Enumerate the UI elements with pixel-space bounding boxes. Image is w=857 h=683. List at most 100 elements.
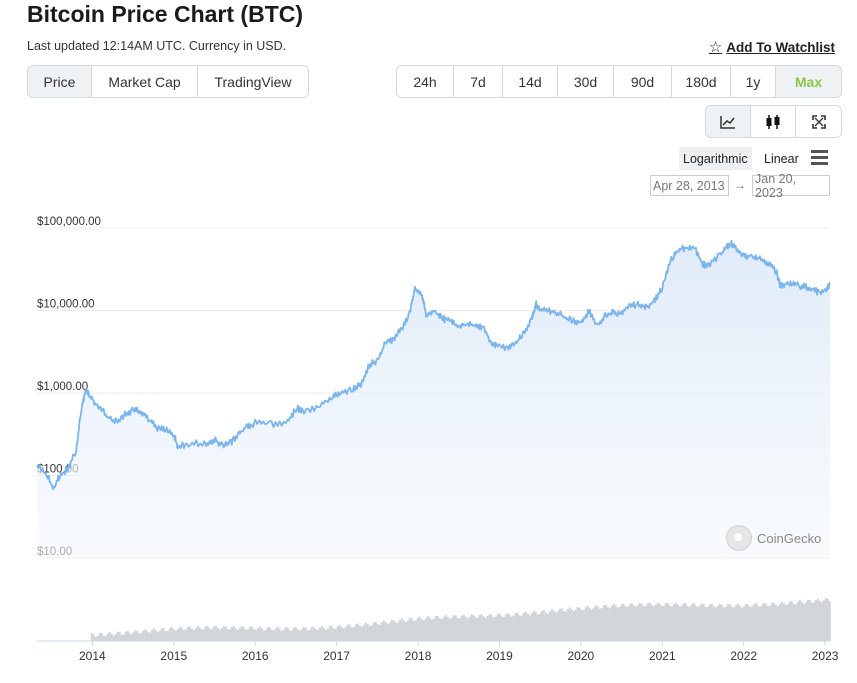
volume-bar xyxy=(136,631,139,641)
date-from-input[interactable]: Apr 28, 2013 xyxy=(650,175,729,196)
date-to-input[interactable]: Jan 20, 2023 xyxy=(752,172,830,200)
volume-bar xyxy=(122,634,125,641)
volume-bar xyxy=(514,612,517,641)
volume-bar xyxy=(370,625,373,641)
range-max[interactable]: Max xyxy=(776,66,841,97)
line-chart-icon[interactable] xyxy=(706,106,751,137)
range-1y[interactable]: 1y xyxy=(731,66,776,97)
volume-bar xyxy=(518,615,521,641)
hamburger-menu-icon[interactable] xyxy=(811,150,828,168)
volume-bar xyxy=(466,618,469,641)
volume-bar xyxy=(708,604,711,641)
x-tick-label: 2022 xyxy=(730,649,757,663)
volume-bar xyxy=(398,619,401,641)
volume-bar xyxy=(820,602,823,641)
range-14d[interactable]: 14d xyxy=(503,66,558,97)
fullscreen-icon[interactable] xyxy=(796,106,841,137)
volume-bar xyxy=(604,604,607,641)
volume-bar xyxy=(292,627,295,641)
volume-bar xyxy=(98,632,101,641)
volume-bar xyxy=(422,620,425,641)
volume-bar xyxy=(722,607,725,641)
add-to-watchlist-button[interactable]: ☆ Add To Watchlist xyxy=(709,38,835,56)
volume-bar xyxy=(344,626,347,641)
volume-bar xyxy=(742,606,745,641)
volume-bar xyxy=(462,614,465,641)
volume-bar xyxy=(460,615,463,641)
volume-bar xyxy=(148,632,151,641)
volume-bar xyxy=(800,601,803,641)
volume-bar xyxy=(146,631,149,641)
candlestick-icon[interactable] xyxy=(751,106,796,137)
volume-bar xyxy=(284,627,287,641)
range-180d[interactable]: 180d xyxy=(672,66,731,97)
volume-bar xyxy=(406,620,409,641)
volume-bar xyxy=(794,604,797,641)
volume-bar xyxy=(332,628,335,641)
volume-bar xyxy=(118,632,121,641)
volume-bar xyxy=(326,628,329,641)
volume-bar xyxy=(528,615,531,641)
volume-bar xyxy=(182,629,185,641)
linear-scale-button[interactable]: Linear xyxy=(764,151,799,166)
volume-bar xyxy=(306,630,309,641)
volume-bar xyxy=(246,629,249,641)
volume-bar xyxy=(342,628,345,641)
volume-bar xyxy=(404,621,407,641)
volume-bar xyxy=(504,614,507,641)
volume-bar xyxy=(262,630,265,641)
volume-bar xyxy=(702,604,705,641)
tab-market-cap[interactable]: Market Cap xyxy=(92,66,198,97)
volume-bar xyxy=(806,599,809,641)
price-chart[interactable]: $10.00$100.00$1,000.00$10,000.00$100,000… xyxy=(0,200,857,670)
volume-bar xyxy=(668,605,671,641)
tab-tradingview[interactable]: TradingView xyxy=(214,73,292,90)
volume-bar xyxy=(484,617,487,641)
volume-bar xyxy=(100,633,103,641)
volume-bar xyxy=(282,629,285,641)
volume-bar xyxy=(418,616,421,641)
volume-bar xyxy=(152,628,155,641)
volume-bar xyxy=(552,610,555,641)
range-7d[interactable]: 7d xyxy=(454,66,503,97)
volume-bar xyxy=(682,603,685,641)
volume-bar xyxy=(378,624,381,641)
volume-bar xyxy=(470,614,473,641)
last-updated-text: Last updated 12:14AM UTC. Currency in US… xyxy=(27,39,287,53)
volume-bar xyxy=(436,615,439,641)
volume-bar xyxy=(822,600,825,641)
volume-bar xyxy=(174,630,177,641)
volume-bar xyxy=(290,630,293,641)
volume-bar xyxy=(258,626,261,641)
volume-bar xyxy=(492,617,495,641)
logarithmic-scale-button[interactable]: Logarithmic xyxy=(679,147,752,170)
volume-bar xyxy=(220,628,223,641)
tab-price[interactable]: Price xyxy=(28,66,92,97)
volume-bar xyxy=(208,628,211,641)
volume-bar xyxy=(516,613,519,641)
volume-bar xyxy=(734,605,737,641)
volume-bar xyxy=(650,604,653,641)
volume-bar xyxy=(358,625,361,641)
volume-bar xyxy=(130,634,133,641)
volume-bar xyxy=(788,601,791,641)
volume-bar xyxy=(348,624,351,641)
chart-tabs: Price Market Cap TradingView xyxy=(27,65,309,98)
volume-bar xyxy=(748,606,751,641)
volume-bar xyxy=(128,633,131,641)
volume-bar xyxy=(810,602,813,641)
volume-bar xyxy=(446,616,449,641)
range-30d[interactable]: 30d xyxy=(558,66,614,97)
range-24h[interactable]: 24h xyxy=(397,66,454,97)
volume-bar xyxy=(670,606,673,641)
volume-bar xyxy=(584,607,587,641)
range-90d[interactable]: 90d xyxy=(614,66,672,97)
volume-bar xyxy=(566,609,569,641)
volume-bar xyxy=(724,606,727,641)
page-title: Bitcoin Price Chart (BTC) xyxy=(27,1,304,27)
volume-bar xyxy=(360,626,363,641)
volume-bar xyxy=(186,627,189,641)
volume-bar xyxy=(374,621,377,641)
volume-bar xyxy=(294,626,297,641)
volume-bar xyxy=(626,606,629,641)
